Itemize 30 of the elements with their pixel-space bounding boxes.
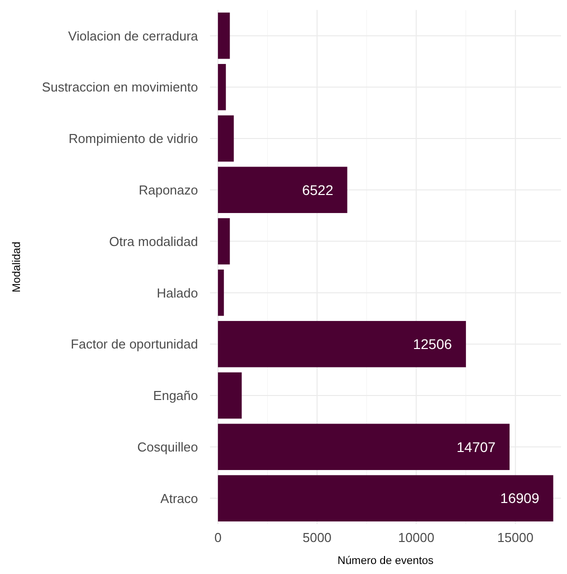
- y-tick-label: Factor de oportunidad: [70, 336, 198, 352]
- x-tick-label: 10000: [398, 530, 434, 545]
- bar: [218, 424, 510, 470]
- y-tick-label: Raponazo: [138, 182, 198, 198]
- y-tick-label: Cosquilleo: [137, 439, 198, 454]
- y-tick-label: Violacion de cerradura: [68, 28, 199, 44]
- data-label: 6522: [302, 182, 334, 198]
- x-tick-label: 15000: [497, 530, 534, 545]
- data-label: 12506: [412, 336, 452, 352]
- data-label: 14707: [456, 438, 496, 455]
- y-tick-label: Atraco: [160, 490, 198, 506]
- bar: [218, 115, 234, 162]
- y-tick-label: Halado: [156, 285, 198, 300]
- bar: [218, 270, 224, 316]
- y-tick-label: Sustraccion en movimiento: [42, 80, 198, 95]
- bar: [218, 64, 226, 110]
- y-tick-label: Engaño: [153, 388, 198, 404]
- bar: [218, 320, 466, 368]
- bar: [218, 166, 348, 214]
- y-axis-title: Modalidad: [11, 242, 23, 292]
- bar: [218, 12, 230, 59]
- x-tick-label: 0: [214, 530, 222, 545]
- data-label: 16909: [500, 490, 540, 506]
- y-tick-label: Rompimiento de vidrio: [68, 131, 198, 146]
- bar: [218, 475, 554, 522]
- bar: [218, 372, 242, 419]
- y-tick-label: Otra modalidad: [109, 234, 198, 249]
- x-axis-title: Número de eventos: [338, 555, 434, 567]
- bar: [218, 218, 230, 264]
- x-tick-label: 5000: [302, 530, 332, 545]
